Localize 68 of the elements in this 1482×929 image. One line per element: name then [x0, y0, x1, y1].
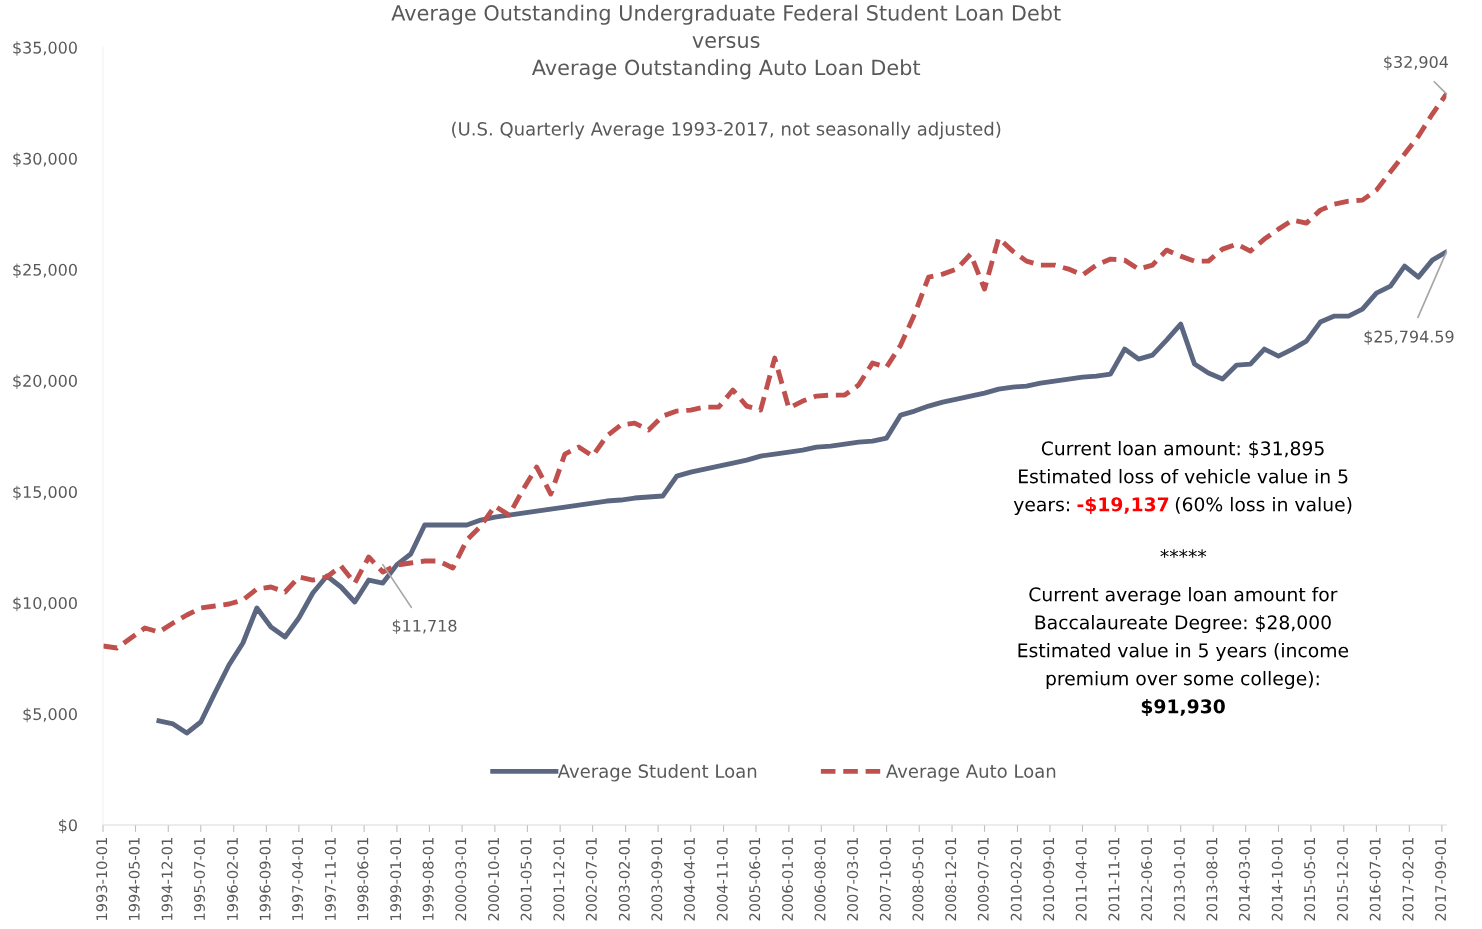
x-tick-label: 2017-02-01: [1402, 838, 1414, 921]
x-tick-label: 1996-02-01: [226, 838, 238, 920]
y-tick-label: $0: [59, 818, 77, 834]
x-tick-label: 1997-11-01: [324, 838, 336, 920]
x-tick-label: 2003-02-01: [618, 838, 630, 921]
x-tick-label: 2001-12-01: [553, 838, 565, 921]
x-tick-label: 2009-07-01: [977, 838, 989, 921]
annotation: Estimated loss of vehicle value in 5: [1019, 468, 1348, 484]
x-tick-label: 1999-08-01: [422, 838, 434, 920]
x-tick-label: 2006-08-01: [814, 838, 826, 921]
x-tick-label: 2000-03-01: [455, 838, 467, 921]
annotation: premium over some college):: [1046, 670, 1319, 690]
x-tick-label: 2013-08-01: [1206, 838, 1218, 921]
x-tick-label: 2011-11-01: [1108, 838, 1120, 921]
annotation: $32,904: [1384, 55, 1449, 71]
y-tick-label: $35,000: [13, 41, 77, 56]
annotation: (60% loss in value): [1175, 496, 1352, 514]
x-tick-label: 1993-10-01: [96, 838, 108, 920]
annotation: years:: [1013, 500, 1069, 516]
x-tick-label: 2004-04-01: [683, 838, 695, 921]
x-tick-label: 2007-03-01: [847, 838, 859, 921]
text: (U.S. Quarterly Average 1993-2017, not seasonally adjusted): [452, 121, 1001, 140]
y-tick-label: $5,000: [23, 707, 77, 723]
x-tick-label: 1994-12-01: [161, 838, 173, 920]
y-tick-label: $10,000: [13, 596, 77, 612]
y-tick-label: $30,000: [13, 152, 77, 167]
x-tick-label: 2006-01-01: [782, 838, 794, 921]
x-tick-label: 2005-06-01: [749, 838, 761, 921]
x-tick-label: 2011-04-01: [1075, 838, 1087, 921]
x-tick-label: 1994-05-01: [128, 838, 140, 920]
x-tick-label: 2012-06-01: [1141, 838, 1153, 921]
annotation: $25,794.59: [1364, 330, 1454, 345]
x-tick-label: 2015-05-01: [1304, 838, 1316, 921]
x-tick-label: 2016-07-01: [1369, 838, 1381, 921]
x-tick-label: 2004-11-01: [716, 838, 728, 921]
x-tick-label: 2017-09-01: [1435, 838, 1447, 921]
x-tick-label: 1998-06-01: [357, 838, 369, 920]
y-tick-label: $25,000: [13, 263, 77, 278]
x-tick-label: 2014-03-01: [1238, 838, 1250, 921]
annotation: Current loan amount: $31,895: [1041, 440, 1324, 458]
x-tick-label: 2010-09-01: [1043, 838, 1055, 921]
x-tick-label: 2001-05-01: [520, 838, 532, 921]
x-tick-label: 2013-01-01: [1173, 838, 1185, 921]
annotation: Estimated value in 5 years (income: [1018, 642, 1349, 662]
x-tick-label: 2010-02-01: [1010, 838, 1022, 921]
annotation: *****: [1160, 549, 1207, 558]
x-tick-label: 2015-12-01: [1336, 838, 1348, 921]
annotation: -$19,137: [1077, 496, 1169, 514]
y-tick-label: $20,000: [13, 374, 77, 390]
x-tick-label: 2008-12-01: [945, 838, 957, 921]
annotation: Baccalaureate Degree: $28,000: [1035, 614, 1331, 634]
x-tick-label: 2003-09-01: [651, 838, 663, 921]
x-tick-label: 1999-01-01: [390, 838, 402, 920]
chart-title: Average Outstanding Undergraduate Federal Student Loan Debt versus Average Outstanding Auto Loan Debt: [391, 4, 1061, 80]
x-tick-label: 2008-05-01: [912, 838, 924, 921]
x-tick-label: 1996-09-01: [259, 838, 271, 920]
x-tick-label: 1997-04-01: [292, 838, 304, 920]
x-tick-label: 1995-07-01: [193, 838, 206, 920]
x-tick-label: 2002-07-01: [585, 838, 597, 921]
legend-label: Average Auto Loan: [886, 764, 1056, 782]
x-tick-label: 2000-10-01: [488, 838, 500, 921]
annotation: $91,930: [1141, 698, 1225, 716]
legend-label: Average Student Loan: [557, 764, 757, 782]
y-tick-label: $15,000: [13, 485, 77, 501]
annotation: $11,718: [392, 619, 457, 634]
annotation: Current average loan amount for: [1029, 586, 1338, 606]
x-tick-label: 2014-10-01: [1271, 838, 1283, 921]
x-tick-label: 2007-10-01: [879, 838, 891, 921]
